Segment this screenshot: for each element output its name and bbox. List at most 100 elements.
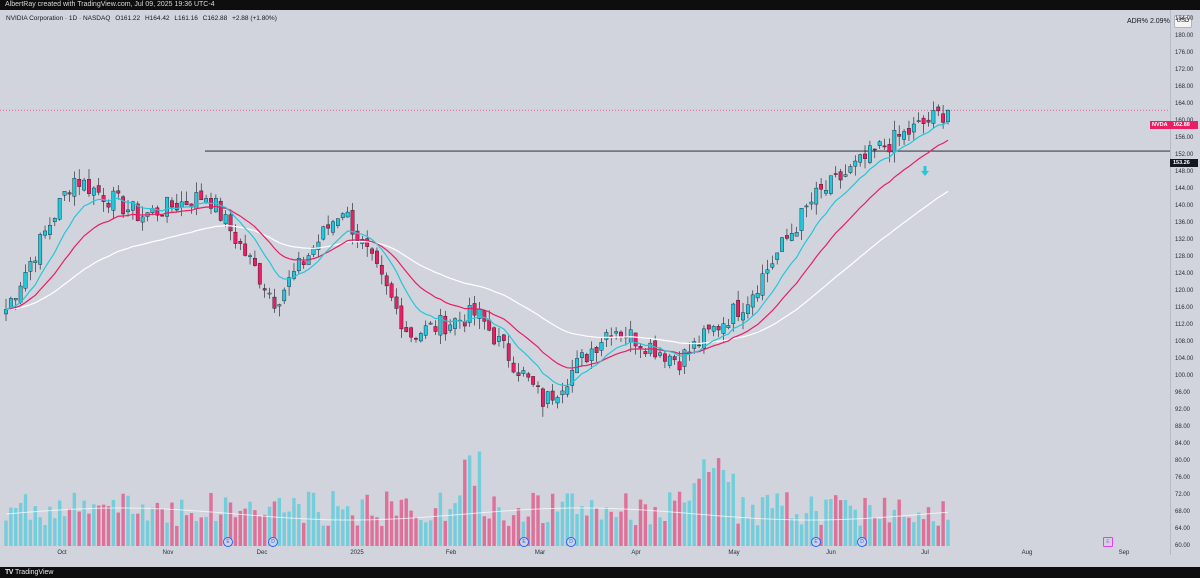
candle-body bbox=[287, 277, 291, 287]
volume-bar bbox=[497, 507, 501, 546]
low-value: L161.16 bbox=[174, 15, 198, 22]
volume-bar bbox=[921, 519, 926, 546]
candle-body bbox=[916, 120, 921, 122]
candle-body bbox=[38, 234, 43, 265]
candle-body bbox=[736, 299, 741, 317]
up-arrow-icon bbox=[921, 166, 929, 176]
sma-slow-line bbox=[5, 190, 949, 345]
volume-bar bbox=[897, 499, 901, 546]
candle-body bbox=[594, 347, 599, 353]
tradingview-logo[interactable]: TV TradingView bbox=[5, 567, 53, 578]
candle-body bbox=[911, 123, 916, 133]
candle-body bbox=[384, 275, 389, 287]
event-marker[interactable]: D bbox=[268, 537, 278, 547]
candle-body bbox=[501, 334, 506, 341]
volume-bar bbox=[336, 506, 340, 546]
bottom-bar: TV TradingView bbox=[0, 567, 1200, 578]
tv-logo-icon: TV bbox=[5, 569, 13, 576]
price-tick-label: 140.00 bbox=[1175, 203, 1194, 210]
price-tick-label: 184.00 bbox=[1175, 16, 1194, 23]
price-chart[interactable] bbox=[0, 10, 1200, 567]
volume-bar bbox=[48, 506, 52, 546]
time-tick-label: Nov bbox=[162, 550, 174, 556]
symbol-name: NVIDIA Corporation · 1D · NASDAQ bbox=[6, 15, 111, 22]
candle-body bbox=[23, 272, 28, 289]
event-marker[interactable]: E bbox=[811, 537, 821, 547]
candle-body bbox=[580, 352, 584, 358]
price-axis[interactable] bbox=[1170, 10, 1200, 555]
symbol-legend: NVIDIA Corporation · 1D · NASDAQ O161.22… bbox=[6, 15, 280, 22]
candle-body bbox=[628, 329, 633, 342]
candle-body bbox=[824, 190, 828, 194]
volume-bar bbox=[804, 513, 809, 546]
price-tick-label: 84.00 bbox=[1175, 441, 1191, 448]
volume-bar bbox=[243, 508, 247, 546]
candle-body bbox=[892, 130, 897, 153]
volume-bar bbox=[326, 525, 330, 546]
candle-body bbox=[843, 174, 848, 177]
event-marker[interactable]: D bbox=[566, 537, 576, 547]
candle-body bbox=[799, 208, 804, 231]
volume-bar bbox=[160, 508, 164, 546]
candle-body bbox=[711, 326, 716, 332]
time-tick-label: May bbox=[728, 550, 740, 556]
event-marker[interactable]: D bbox=[857, 537, 867, 547]
price-tick-label: 72.00 bbox=[1175, 492, 1191, 499]
candle-body bbox=[770, 263, 775, 268]
candle-body bbox=[155, 207, 160, 216]
volume-bar bbox=[238, 510, 242, 546]
candle-body bbox=[516, 372, 521, 376]
candle-body bbox=[194, 192, 199, 210]
volume-bar bbox=[751, 504, 755, 546]
candle-body bbox=[106, 202, 111, 208]
volume-bar bbox=[4, 520, 8, 546]
candle-body bbox=[443, 315, 448, 335]
volume-bar bbox=[790, 518, 794, 546]
candle-body bbox=[540, 388, 545, 407]
event-marker[interactable]: E bbox=[1103, 537, 1113, 547]
volume-bar bbox=[546, 521, 550, 546]
event-marker[interactable]: E bbox=[519, 537, 529, 547]
volume-bar bbox=[721, 469, 726, 546]
price-tick-label: 180.00 bbox=[1175, 33, 1194, 40]
time-tick-label: Oct bbox=[57, 550, 67, 556]
volume-bar bbox=[302, 522, 306, 546]
volume-bar bbox=[819, 524, 823, 546]
volume-bar bbox=[453, 503, 457, 546]
volume-bar bbox=[131, 513, 135, 546]
candle-body bbox=[160, 215, 165, 217]
price-tick-label: 104.00 bbox=[1175, 356, 1194, 363]
volume-bar bbox=[619, 511, 623, 546]
volume-bar bbox=[316, 512, 321, 546]
currency-button[interactable]: USD bbox=[1174, 15, 1192, 28]
candle-body bbox=[82, 179, 86, 191]
chart-area[interactable]: NVIDIA Corporation · 1D · NASDAQ O161.22… bbox=[0, 10, 1200, 567]
volume-bar bbox=[82, 500, 86, 546]
candle-body bbox=[614, 331, 619, 334]
candle-body bbox=[941, 113, 946, 123]
price-tick-label: 132.00 bbox=[1175, 237, 1194, 244]
volume-bar bbox=[57, 500, 62, 546]
time-tick-label: Feb bbox=[445, 550, 457, 556]
volume-bar bbox=[638, 499, 643, 546]
volume-bar bbox=[121, 493, 125, 546]
candle-body bbox=[809, 201, 814, 205]
price-tick-label: 76.00 bbox=[1175, 475, 1191, 482]
volume-bar bbox=[253, 510, 257, 546]
price-tick-label: 116.00 bbox=[1175, 305, 1193, 312]
candle-body bbox=[223, 214, 228, 225]
volume-bar bbox=[53, 518, 57, 546]
candle-body bbox=[48, 224, 52, 235]
volume-bar bbox=[487, 518, 491, 546]
candle-body bbox=[902, 131, 906, 140]
candle-body bbox=[13, 298, 18, 301]
volume-bar bbox=[946, 519, 950, 546]
candle-body bbox=[838, 171, 843, 181]
event-marker[interactable]: E bbox=[223, 537, 233, 547]
volume-bar bbox=[419, 520, 423, 546]
volume-bar bbox=[604, 507, 609, 546]
adr-indicator: ADR% 2.09% bbox=[1127, 18, 1170, 25]
volume-bar bbox=[9, 507, 13, 546]
price-tick-label: 108.00 bbox=[1175, 339, 1194, 346]
volume-bar bbox=[780, 505, 784, 546]
